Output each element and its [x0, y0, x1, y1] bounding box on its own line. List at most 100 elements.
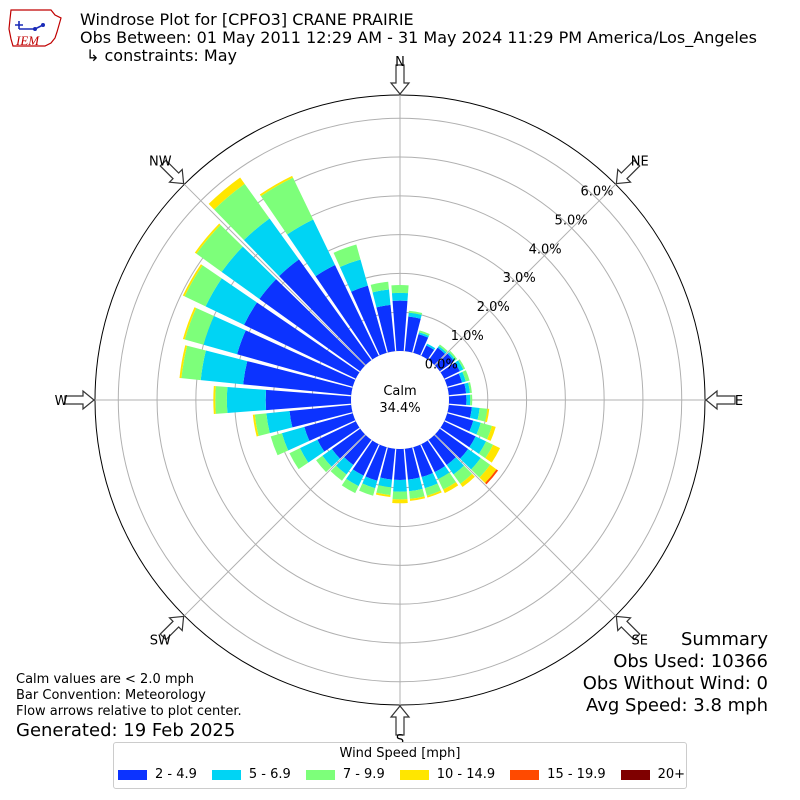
windrose-bar-segment [181, 345, 206, 381]
flow-arrow [159, 159, 185, 185]
windrose-bar-segment [470, 394, 473, 406]
flow-arrow [705, 389, 736, 411]
windrose-bar-segment [203, 315, 246, 355]
windrose-bar-segment [351, 285, 387, 356]
windrose-bar-segment [260, 177, 314, 235]
radial-tick-label: 3.0% [503, 271, 536, 286]
windrose-bar-segment [380, 447, 396, 480]
windrose-bar-segment [391, 292, 409, 301]
windrose-bar-segment [435, 428, 469, 459]
windrose-bar-segment [458, 371, 466, 383]
legend-item: 7 - 9.9 [305, 767, 385, 782]
windrose-bar-segment [440, 421, 476, 448]
windrose-bar-segment [407, 477, 423, 492]
windrose-bar-segment [182, 307, 197, 340]
direction-label: SW [150, 634, 171, 649]
windrose-bar-segment [419, 330, 430, 336]
windrose-bar-segment [215, 386, 228, 414]
calm-circle [351, 351, 449, 449]
windrose-bar-segment [213, 386, 216, 414]
windrose-bar-segment [259, 279, 365, 372]
direction-label: NW [149, 154, 172, 169]
radial-tick-label: 1.0% [451, 329, 484, 344]
windrose-bar-segment [424, 483, 441, 496]
flow-arrow [615, 159, 641, 185]
windrose-bar-segment [322, 448, 340, 467]
windrose-bar-segment [182, 264, 203, 297]
legend-swatch [118, 769, 147, 780]
bar-convention-note: Bar Convention: Meteorology [16, 688, 206, 703]
windrose-bar-segment [426, 490, 442, 498]
windrose-bar-segment [421, 440, 446, 473]
flow-arrow [389, 705, 411, 736]
windrose-bar-segment [270, 433, 289, 456]
windrose-bar-segment [478, 441, 494, 459]
windrose-bar-segment [376, 485, 392, 496]
direction-label: S [396, 733, 404, 748]
flow-arrow-shape [615, 615, 641, 641]
windrose-bar-segment [485, 444, 501, 463]
windrose-bar-segment [408, 310, 423, 315]
windrose-bar-segment [194, 223, 221, 254]
windrose-bar-segment [315, 264, 379, 360]
windrose-bar-segment [378, 477, 393, 488]
legend-swatch [211, 769, 241, 780]
windrose-bar-segment [243, 218, 299, 277]
windrose-bar-segment [434, 466, 450, 480]
legend-item: 10 - 14.9 [399, 767, 495, 782]
windrose-bar-segment [469, 420, 481, 435]
flow-arrow-shape [64, 389, 95, 411]
windrose-bar-segment [392, 491, 408, 500]
windrose-bar-segment [446, 457, 465, 475]
windrose-bar-segment [244, 302, 360, 379]
calm-percent: 34.4% [379, 401, 420, 416]
windrose-bar-segment [466, 394, 471, 406]
windrose-bar-segment [281, 426, 310, 451]
windrose-bar-segment [408, 312, 422, 319]
flow-arrow-shape [389, 64, 411, 95]
windrose-bar-segment [392, 300, 408, 352]
windrose-bar-segment [421, 472, 438, 489]
windrose-bar-segment [393, 479, 407, 492]
windrose-bar-segment [317, 421, 360, 452]
speed-legend: Wind Speed [mph] 2 - 4.9 5 - 6.9 7 - 9.9 10… [113, 742, 687, 789]
windrose-bar-segment [289, 448, 309, 470]
radial-tick-label: 0.0% [425, 358, 458, 373]
windrose-bar-segment [438, 472, 457, 490]
windrose-bar-segment [333, 244, 361, 267]
windrose-bar-segment [460, 448, 481, 470]
windrose-bar-segment [479, 464, 497, 483]
iem-logo: IEM [8, 9, 62, 48]
windrose-bar-segment [404, 447, 420, 480]
summary-obs-used: Obs Used: 10366 [613, 651, 768, 672]
legend-swatch [305, 769, 335, 780]
windrose-bar-segment [331, 428, 365, 459]
legend-label: 20+ [657, 767, 686, 782]
flow-arrow-shape [159, 159, 185, 185]
windrose-bar-segment [265, 389, 352, 411]
windrose-bar-segment [341, 478, 359, 494]
summary-panel: Summary Obs Used: 10366 Obs Without Wind… [583, 629, 768, 717]
windrose-bar-segment [184, 265, 222, 307]
grid-spoke [183, 183, 366, 366]
windrose-bar-segment [428, 435, 456, 465]
windrose-bar-segment [376, 304, 396, 353]
windrose-bar-segment [447, 352, 456, 362]
windrose-bar-segment [179, 345, 188, 379]
windrose-bar-segment [289, 404, 353, 428]
windrose-bar-segment [458, 359, 466, 370]
windrose-bar-segment [437, 346, 447, 354]
plot-notes: Calm values are < 2.0 mph Bar Convention… [16, 672, 242, 720]
windrose-bar-segment [413, 334, 429, 356]
direction-label: E [735, 394, 743, 409]
windrose-bar-segment [346, 469, 364, 487]
plot-title: Windrose Plot for [CPFO3] CRANE PRAIRIE [80, 10, 414, 29]
windrose-bar-segment [426, 343, 436, 350]
windrose-bar-segment [200, 350, 248, 385]
windrose-bar-segment [462, 370, 470, 382]
windrose-bar-segment [409, 496, 426, 501]
calm-note: Calm values are < 2.0 mph [16, 672, 195, 687]
legend-label: 2 - 4.9 [155, 767, 197, 782]
direction-label: N [395, 55, 405, 70]
